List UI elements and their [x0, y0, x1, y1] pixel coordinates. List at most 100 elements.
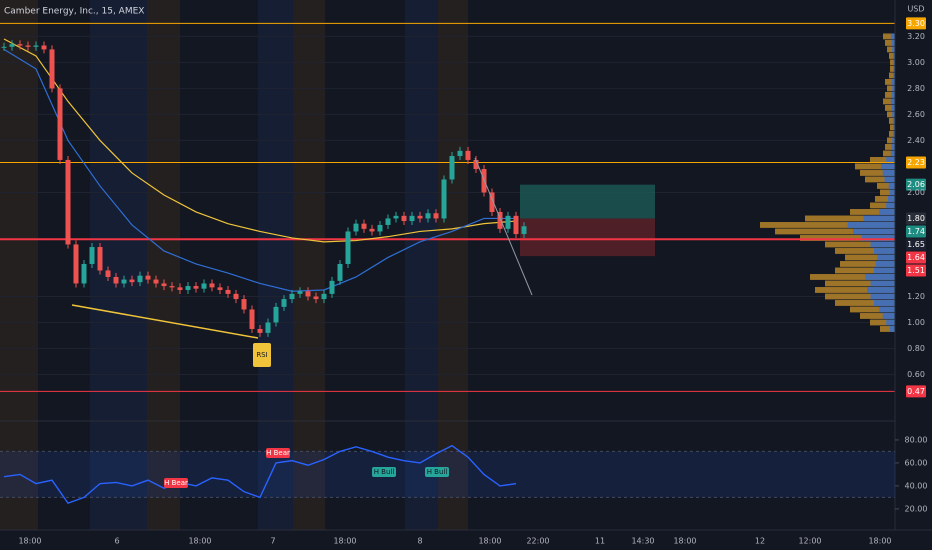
price-tag — [906, 156, 926, 169]
candle-body — [1, 46, 7, 48]
volume-bar — [870, 319, 895, 326]
chart-title: Camber Energy, Inc., 15, AMEX — [4, 7, 144, 17]
volume-bar-inner — [870, 241, 895, 248]
volume-bar-inner — [882, 170, 895, 176]
volume-bar-inner — [892, 118, 895, 124]
price-tag-label: 1.74 — [907, 227, 925, 236]
volume-bar-inner — [891, 39, 895, 46]
annotation-box — [266, 448, 290, 458]
candle-body — [97, 247, 103, 271]
candle-body — [409, 215, 415, 222]
volume-bar — [800, 235, 895, 241]
target-zone — [520, 184, 655, 219]
volume-bar — [845, 254, 895, 261]
candle-body — [57, 88, 63, 160]
candle-body — [169, 286, 175, 288]
candle-body — [257, 328, 263, 333]
candle-body — [137, 275, 143, 283]
candle-body — [521, 226, 527, 235]
price-tag-label: 2.23 — [907, 158, 925, 167]
volume-bar — [825, 241, 895, 248]
price-tag — [906, 385, 926, 398]
y-tick-label: 2.80 — [907, 84, 925, 93]
x-tick-label: 18:00 — [868, 537, 891, 546]
volume-bar — [883, 33, 895, 40]
volume-bar — [889, 131, 895, 137]
price-tag — [906, 17, 926, 30]
annotation-box — [253, 343, 271, 367]
candle-body — [17, 44, 23, 46]
volume-bar — [850, 306, 895, 313]
volume-bar — [850, 209, 895, 215]
moving-average — [3, 48, 516, 292]
volume-bar-inner — [870, 280, 895, 287]
volume-bar — [887, 137, 895, 144]
volume-bar — [887, 111, 895, 118]
annotation-box — [372, 467, 396, 477]
volume-bar-inner — [888, 196, 895, 202]
rsi-tick-label: 20.00 — [905, 504, 928, 513]
volume-bar-inner — [865, 274, 895, 280]
candle-body — [505, 215, 511, 229]
candle-body — [41, 45, 47, 50]
candle-body — [457, 150, 463, 157]
price-tag — [906, 264, 926, 277]
volume-bar — [890, 124, 895, 131]
volume-bar — [883, 150, 895, 157]
volume-bar-inner — [882, 313, 895, 319]
volume-bar-inner — [891, 105, 895, 111]
volume-bar-inner — [888, 183, 895, 189]
volume-bar-inner — [890, 98, 895, 105]
y-tick-label: 2.00 — [907, 188, 925, 197]
candle-body — [161, 283, 167, 287]
volume-bar-inner — [877, 254, 895, 261]
main-pane: 3.30 2.23 2.06 1.80 1.74 1.65 1.64 1.51 0.47 — [0, 17, 926, 398]
session-band — [405, 0, 438, 530]
annotation-box — [164, 478, 188, 488]
price-tag — [906, 251, 926, 264]
candle-body — [81, 263, 87, 284]
volume-bar — [877, 183, 895, 189]
x-tick-label: 12 — [755, 537, 765, 546]
candle-body — [25, 45, 31, 47]
y-tick-label: 3.20 — [907, 32, 925, 41]
volume-bar-inner — [884, 176, 895, 183]
volume-bar-inner — [874, 267, 895, 274]
volume-bar-inner — [890, 33, 895, 40]
candle-body — [177, 287, 183, 290]
volume-bar — [880, 189, 895, 196]
candle-body — [337, 263, 343, 281]
candle-body — [305, 291, 311, 297]
candle-body — [297, 291, 303, 294]
volume-bar-inner — [892, 85, 895, 92]
annotation-label: H Bear — [266, 449, 290, 457]
session-band — [293, 0, 325, 530]
candle-body — [33, 45, 39, 47]
volume-bar — [870, 202, 895, 209]
candle-body — [465, 150, 471, 160]
price-tag — [906, 238, 926, 251]
y-tick-label: 2.60 — [907, 110, 925, 119]
candle-body — [9, 44, 15, 47]
annotation-box — [425, 467, 449, 477]
volume-bar-inner — [891, 91, 895, 98]
y-tick-label: 1.20 — [907, 292, 925, 301]
volume-bar — [825, 293, 895, 300]
rsi-line — [3, 444, 517, 505]
volume-bar — [885, 144, 895, 150]
moving-average — [3, 38, 517, 243]
volume-bar — [885, 39, 895, 46]
annotation-label: H Bull — [427, 468, 448, 476]
volume-bar — [840, 261, 895, 267]
price-tag-label: 1.80 — [907, 214, 925, 223]
volume-bar — [887, 85, 895, 92]
x-tick-label: 14:30 — [631, 537, 654, 546]
x-tick-label: 11 — [595, 537, 605, 546]
candle-body — [321, 293, 327, 300]
candle-body — [225, 289, 231, 294]
candle-body — [433, 213, 439, 219]
volume-bar-inner — [874, 248, 895, 254]
candle-body — [193, 286, 199, 289]
volume-bar — [805, 215, 895, 222]
